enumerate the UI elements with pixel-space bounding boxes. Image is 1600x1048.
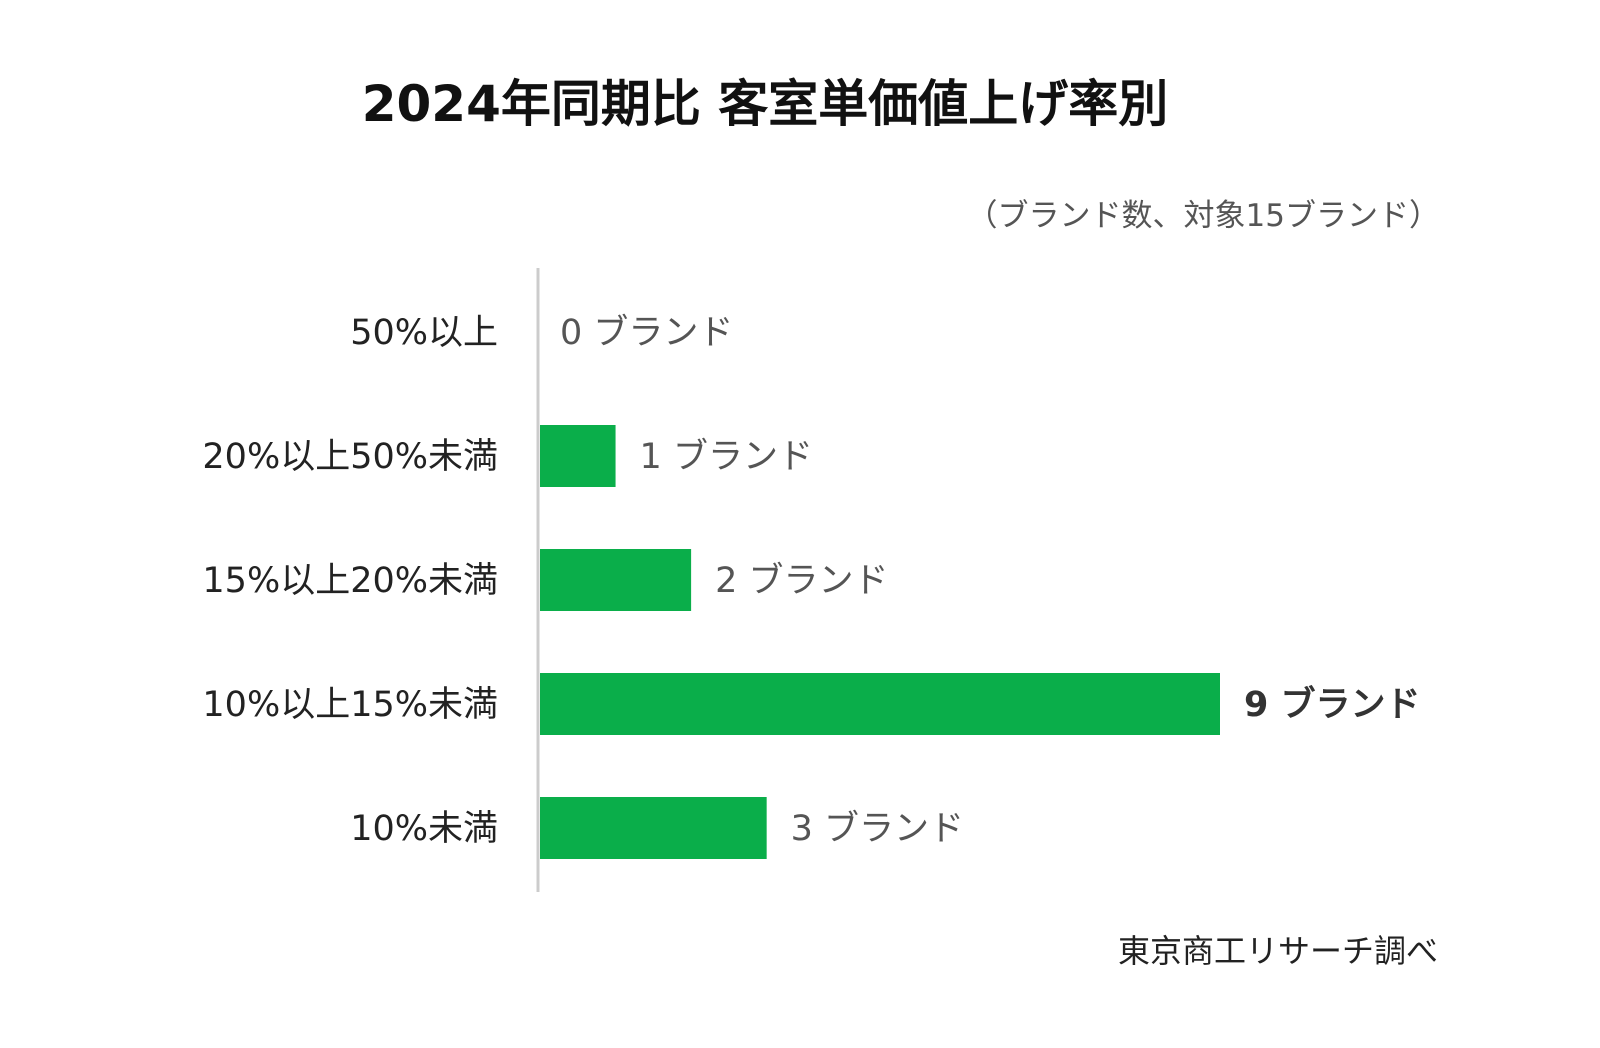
- labels-layer: 50%以上 0 ブランド 20%以上50%未満 1 ブランド 15%以上20%未満 2 ブ…: [202, 313, 1420, 849]
- bar: [540, 673, 1220, 735]
- chart-title: 2024年同期比 客室単価値上げ率別: [361, 75, 1169, 133]
- value-label: 3 ブランド: [791, 809, 964, 849]
- value-label: 9 ブランド: [1244, 684, 1421, 725]
- value-label: 1 ブランド: [640, 437, 813, 477]
- value-label: 2 ブランド: [715, 561, 888, 601]
- source-note: 東京商工リサーチ調べ: [1117, 932, 1438, 970]
- category-label: 15%以上20%未満: [202, 561, 498, 601]
- category-label: 10%未満: [350, 809, 498, 849]
- bar: [540, 425, 616, 487]
- category-label: 20%以上50%未満: [202, 437, 498, 477]
- bars-layer: [540, 425, 1220, 859]
- unit-note: （ブランド数、対象15ブランド）: [966, 198, 1440, 234]
- bar: [540, 549, 692, 611]
- category-label: 10%以上15%未満: [202, 685, 498, 725]
- value-label: 0 ブランド: [560, 313, 733, 353]
- category-label: 50%以上: [350, 313, 498, 353]
- bar: [540, 797, 767, 859]
